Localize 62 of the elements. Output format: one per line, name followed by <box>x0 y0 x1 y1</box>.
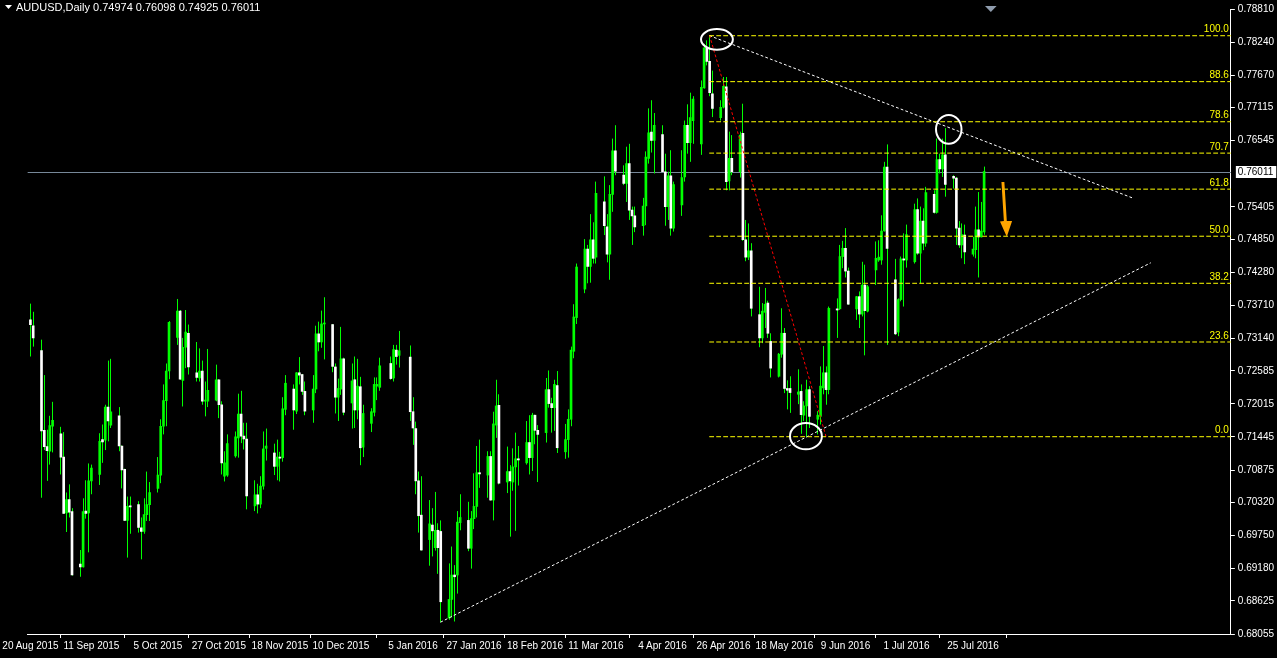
candlestick <box>126 496 129 559</box>
candlestick <box>625 146 628 203</box>
series-label: 88.6 <box>1209 69 1230 81</box>
candlestick <box>747 222 750 261</box>
candlestick <box>977 191 980 278</box>
y-tick-label: 0.78810 <box>1237 2 1275 14</box>
series-label: 70.7 <box>1209 140 1230 152</box>
y-tick-label: 0.69180 <box>1237 562 1275 574</box>
x-tick-label: 27 Jan 2016 <box>446 639 502 651</box>
y-tick-label: 0.77670 <box>1237 69 1275 80</box>
series-label: 0.0 <box>1214 424 1230 436</box>
candlestick <box>517 445 520 487</box>
candlestick <box>514 432 517 532</box>
x-tick-label: 26 Apr 2016 <box>696 639 751 651</box>
y-tick-label: 0.72585 <box>1237 364 1275 376</box>
y-tick-label: 0.74280 <box>1237 266 1275 277</box>
y-tick-label: 0.76545 <box>1237 134 1275 146</box>
candlestick <box>428 499 431 567</box>
x-tick-label: 9 Jun 2016 <box>820 639 871 651</box>
series-label: 23.6 <box>1209 329 1230 341</box>
y-tick-label: 0.70320 <box>1237 496 1275 508</box>
chart-title: AUDUSD,Daily 0.74974 0.76098 0.74925 0.76011 <box>16 1 261 14</box>
y-tick-label: 0.74850 <box>1237 232 1275 244</box>
y-tick-label: 0.69750 <box>1237 529 1275 541</box>
ref-line-label: 0.76011 <box>1237 165 1274 177</box>
y-tick-label: 0.68625 <box>1237 594 1275 606</box>
y-tick-label: 0.77115 <box>1237 101 1274 113</box>
candlestick <box>450 546 454 618</box>
candlestick <box>941 138 944 178</box>
y-tick-label: 0.75405 <box>1237 200 1275 212</box>
y-tick-label: 0.71445 <box>1237 430 1275 442</box>
candlestick <box>195 341 199 382</box>
y-tick-label: 0.70875 <box>1237 463 1275 475</box>
series-label: 61.8 <box>1209 176 1230 188</box>
x-tick-label: 11 Sep 2015 <box>63 639 120 651</box>
x-tick-label: 20 Aug 2015 <box>2 639 59 651</box>
candlestick <box>963 224 967 265</box>
candlestick <box>65 492 68 533</box>
x-tick-label: 27 Oct 2015 <box>191 639 247 651</box>
candlestick <box>855 295 858 321</box>
y-tick-label: 0.78240 <box>1237 35 1275 47</box>
x-tick-label: 18 May 2016 <box>755 639 814 651</box>
x-tick-label: 11 Mar 2016 <box>568 639 625 651</box>
x-tick-label: 5 Oct 2015 <box>133 639 183 651</box>
x-tick-label: 5 Jan 2016 <box>388 639 439 651</box>
candlestick <box>29 303 32 358</box>
candlestick <box>273 443 276 476</box>
x-tick-label: 25 Jul 2016 <box>947 639 1000 651</box>
series-label: 50.0 <box>1209 223 1230 235</box>
x-tick-label: 10 Dec 2015 <box>312 639 370 651</box>
y-tick-label: 0.72015 <box>1237 397 1275 409</box>
y-tick-label: 0.73710 <box>1237 299 1275 311</box>
candlestick <box>797 368 800 405</box>
series-label: 78.6 <box>1209 109 1230 121</box>
x-tick-label: 4 Apr 2016 <box>638 639 688 651</box>
x-tick-label: 1 Jul 2016 <box>883 639 930 651</box>
x-tick-label: 18 Feb 2016 <box>506 639 564 651</box>
y-tick-label: 0.68055 <box>1237 627 1275 639</box>
y-tick-label: 0.73140 <box>1237 332 1275 344</box>
series-label: 100.0 <box>1203 23 1230 35</box>
x-tick-label: 18 Nov 2015 <box>251 639 309 651</box>
series-label: 38.2 <box>1209 271 1230 283</box>
